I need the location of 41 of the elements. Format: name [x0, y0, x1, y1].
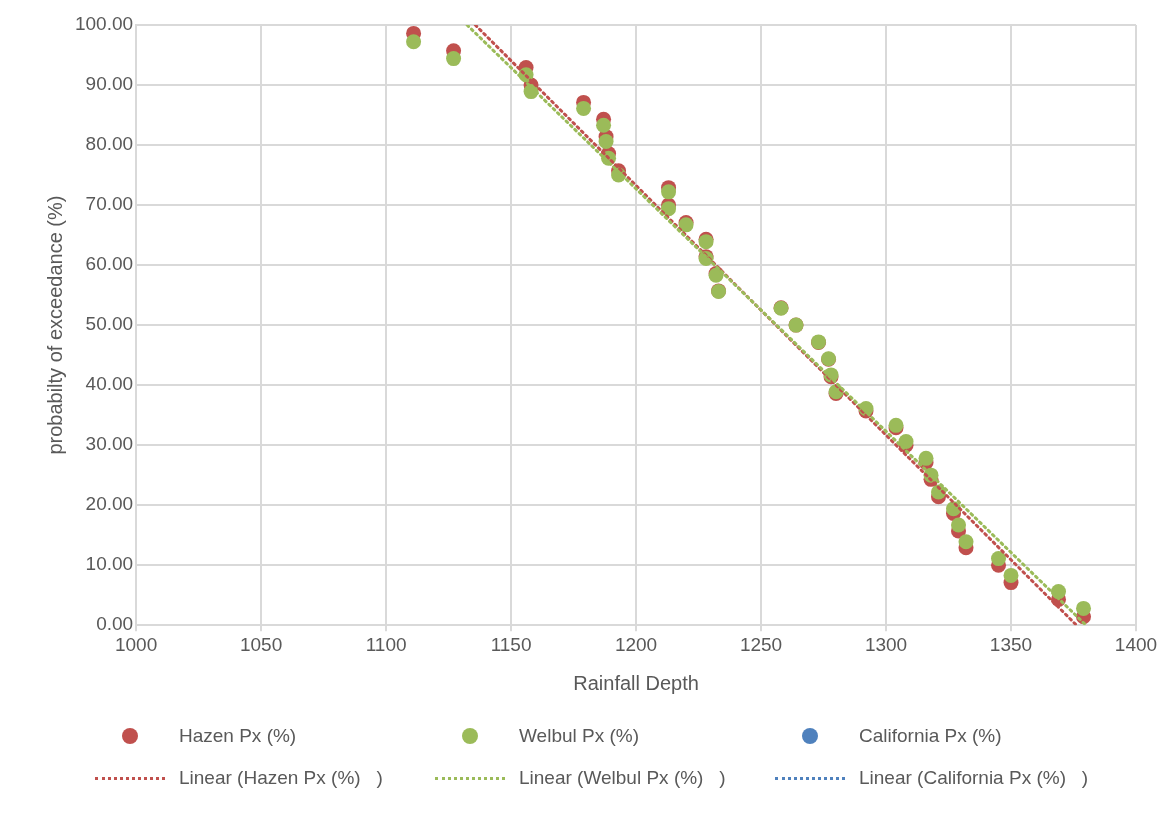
legend-label: Linear (California Px (%) )	[859, 767, 1089, 789]
point	[991, 551, 1007, 567]
legend-label: Welbul Px (%)	[519, 725, 640, 747]
point	[958, 534, 974, 550]
legend-label: California Px (%)	[859, 725, 1002, 747]
legend-label: Linear (Hazen Px (%) )	[179, 767, 383, 789]
point	[576, 100, 592, 116]
x-tick-label: 1250	[739, 633, 783, 655]
x-tick-label: 1200	[614, 633, 658, 655]
y-tick-label: 10.00	[85, 553, 134, 575]
x-tick-label: 1400	[1114, 633, 1158, 655]
legend-label: Hazen Px (%)	[179, 725, 297, 747]
x-tick-label: 1300	[864, 633, 908, 655]
y-tick-label: 70.00	[85, 193, 134, 215]
y-tick-label: 80.00	[85, 133, 134, 155]
point	[598, 133, 614, 149]
y-tick-label: 50.00	[85, 313, 134, 335]
point	[661, 184, 677, 200]
legend-label: Linear (Welbul Px (%) )	[519, 767, 726, 789]
y-tick-label: 0.00	[96, 613, 134, 635]
x-axis-title: Rainfall Depth	[573, 671, 699, 694]
x-tick-label: 1150	[490, 633, 532, 655]
point	[1003, 567, 1019, 583]
point	[951, 517, 967, 533]
point	[596, 117, 612, 133]
point	[446, 51, 462, 67]
point	[661, 201, 677, 217]
x-tick-label: 1350	[989, 633, 1033, 655]
y-tick-label: 100.00	[74, 13, 134, 35]
x-tick-label: 1100	[365, 633, 407, 655]
point	[918, 450, 934, 466]
y-tick-label: 90.00	[85, 73, 134, 95]
y-tick-label: 30.00	[85, 433, 134, 455]
x-tick-label: 1000	[114, 633, 158, 655]
point	[406, 34, 422, 50]
y-tick-label: 40.00	[85, 373, 134, 395]
point	[1076, 600, 1092, 616]
y-axis-title: probabilty of exceedance (%)	[43, 195, 66, 455]
y-tick-label: 20.00	[85, 493, 134, 515]
x-tick-label: 1050	[239, 633, 283, 655]
y-tick-label: 60.00	[85, 253, 134, 275]
